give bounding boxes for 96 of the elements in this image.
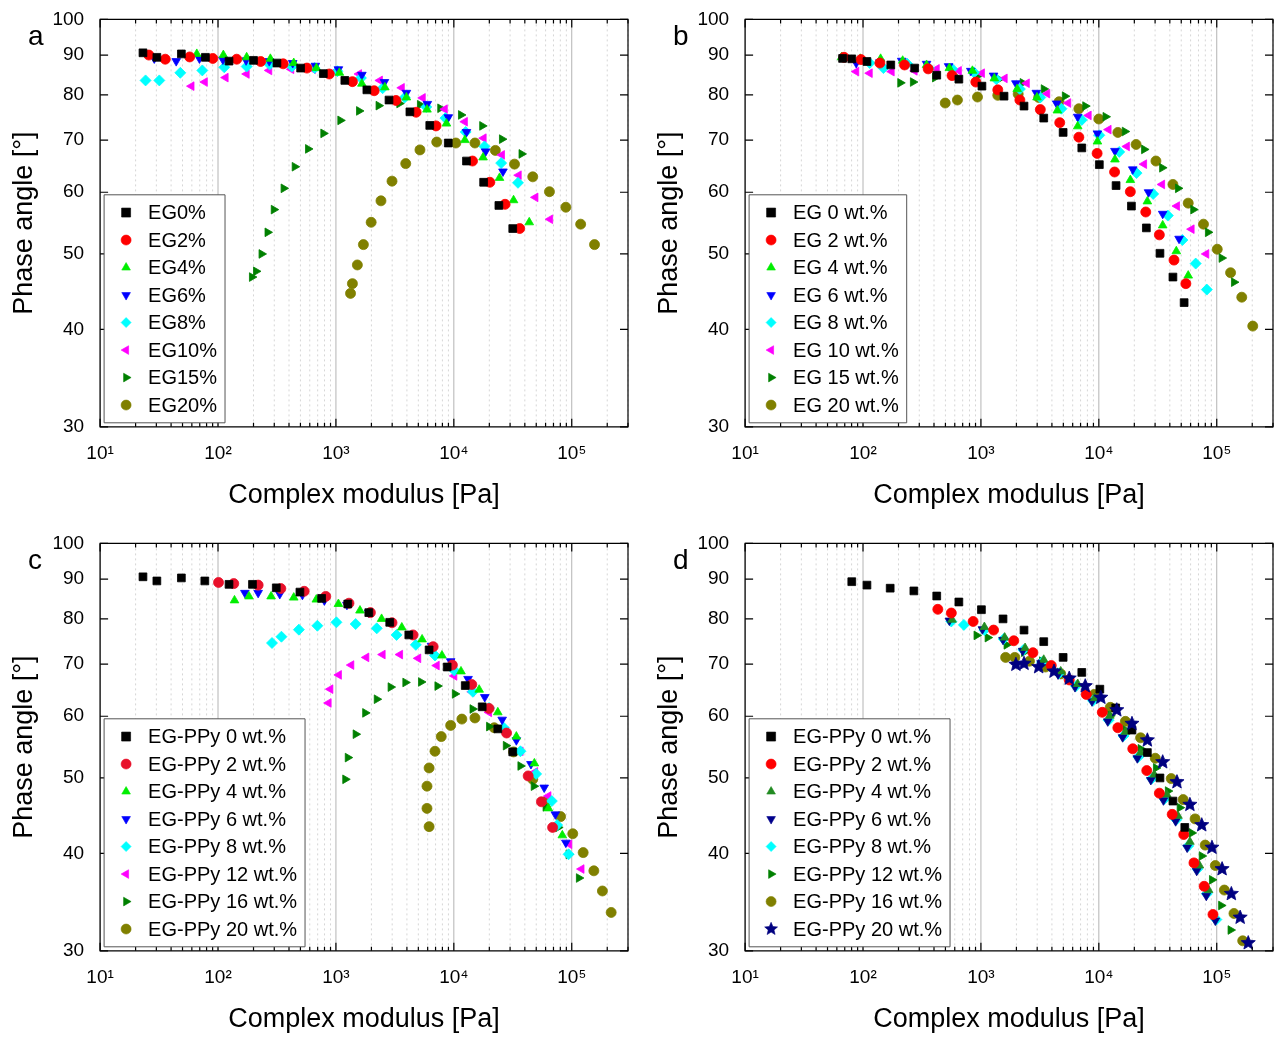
legend-label: EG2% — [148, 228, 207, 251]
legend-label: EG-PPy 20 wt.% — [148, 917, 298, 940]
y-tick-label: 50 — [707, 242, 730, 264]
legend-label: EG 0 wt.% — [793, 201, 888, 224]
y-axis-title: Phase angle [°] — [7, 655, 38, 839]
legend-label: EG 8 wt.% — [793, 311, 888, 334]
legend-label: EG 6 wt.% — [793, 283, 888, 306]
y-tick-label: 70 — [707, 652, 730, 674]
y-tick-label: 30 — [707, 415, 730, 437]
legend-label: EG0% — [148, 201, 207, 224]
x-tick-label: 10³ — [967, 966, 995, 988]
legend-label: EG 10 wt.% — [793, 338, 899, 361]
x-tick-label: 10⁵ — [1202, 966, 1232, 988]
x-tick-label: 10¹ — [86, 442, 114, 464]
y-tick-label: 80 — [707, 607, 730, 629]
y-tick-label: 80 — [707, 83, 730, 105]
legend-label: EG-PPy 0 wt.% — [148, 725, 287, 748]
legend-label: EG-PPy 8 wt.% — [148, 835, 287, 858]
y-tick-label: 100 — [52, 7, 85, 29]
text: d — [673, 544, 689, 576]
y-tick-label: 30 — [62, 415, 85, 437]
y-tick-label: 30 — [62, 939, 85, 961]
x-axis-title: Complex modulus [Pa] — [228, 479, 500, 510]
y-tick-label: 80 — [62, 607, 85, 629]
legend-label: EG-PPy 8 wt.% — [793, 835, 932, 858]
y-axis-title: Phase angle [°] — [652, 655, 683, 839]
y-tick-label: 50 — [707, 766, 730, 788]
y-axis-title: Phase angle [°] — [652, 131, 683, 315]
x-tick-label: 10⁴ — [439, 442, 469, 464]
x-axis-title: Complex modulus [Pa] — [873, 1003, 1145, 1034]
y-tick-label: 100 — [697, 7, 730, 29]
y-tick-label: 60 — [62, 180, 85, 202]
legend-label: EG10% — [148, 338, 218, 361]
legend-label: EG-PPy 16 wt.% — [148, 890, 298, 913]
text: b — [673, 20, 689, 52]
legend-label: EG15% — [148, 366, 218, 389]
y-tick-label: 90 — [62, 567, 85, 589]
legend-label: EG-PPy 20 wt.% — [793, 917, 943, 940]
x-axis-title: Complex modulus [Pa] — [228, 1003, 500, 1034]
x-tick-label: 10⁵ — [1202, 442, 1232, 464]
y-tick-label: 90 — [707, 43, 730, 65]
legend-label: EG-PPy 4 wt.% — [793, 780, 932, 803]
y-tick-label: 70 — [707, 128, 730, 150]
y-tick-label: 70 — [62, 652, 85, 674]
legend-label: EG-PPy 2 wt.% — [148, 752, 287, 775]
x-tick-label: 10¹ — [731, 442, 759, 464]
x-tick-label: 10³ — [322, 442, 350, 464]
x-tick-label: 10² — [204, 966, 232, 988]
legend-label: EG-PPy 12 wt.% — [148, 862, 298, 885]
x-tick-label: 10¹ — [731, 966, 759, 988]
y-tick-label: 60 — [707, 180, 730, 202]
y-tick-label: 30 — [707, 939, 730, 961]
x-tick-label: 10¹ — [86, 966, 114, 988]
legend-label: EG 20 wt.% — [793, 393, 899, 416]
legend-label: EG-PPy 12 wt.% — [793, 862, 943, 885]
x-tick-label: 10² — [849, 966, 877, 988]
y-tick-label: 40 — [62, 841, 85, 863]
text: c — [28, 544, 43, 576]
y-tick-label: 70 — [62, 128, 85, 150]
x-tick-label: 10² — [849, 442, 877, 464]
legend-label: EG8% — [148, 311, 207, 334]
y-tick-label: 100 — [52, 531, 85, 553]
text: a — [28, 20, 45, 52]
legend-label: EG6% — [148, 283, 207, 306]
x-tick-label: 10³ — [967, 442, 995, 464]
legend-label: EG-PPy 0 wt.% — [793, 725, 932, 748]
legend-label: EG20% — [148, 393, 218, 416]
legend-label: EG-PPy 2 wt.% — [793, 752, 932, 775]
legend-label: EG-PPy 4 wt.% — [148, 780, 287, 803]
y-tick-label: 60 — [707, 704, 730, 726]
x-tick-label: 10⁴ — [1084, 966, 1114, 988]
y-tick-label: 60 — [62, 704, 85, 726]
x-tick-label: 10³ — [322, 966, 350, 988]
y-tick-label: 50 — [62, 766, 85, 788]
legend-label: EG 15 wt.% — [793, 366, 899, 389]
legend-label: EG-PPy 16 wt.% — [793, 890, 943, 913]
x-tick-label: 10⁵ — [557, 442, 587, 464]
legend-label: EG 4 wt.% — [793, 256, 888, 279]
y-tick-label: 40 — [707, 317, 730, 339]
legend-label: EG 2 wt.% — [793, 228, 888, 251]
y-tick-label: 50 — [62, 242, 85, 264]
y-tick-label: 90 — [62, 43, 85, 65]
legend-label: EG-PPy 6 wt.% — [793, 807, 932, 830]
y-axis-title: Phase angle [°] — [7, 131, 38, 315]
legend-label: EG4% — [148, 256, 207, 279]
y-tick-label: 80 — [62, 83, 85, 105]
y-tick-label: 40 — [707, 841, 730, 863]
y-tick-label: 90 — [707, 567, 730, 589]
y-tick-label: 100 — [697, 531, 730, 553]
x-tick-label: 10⁴ — [1084, 442, 1114, 464]
x-tick-label: 10⁴ — [439, 966, 469, 988]
legend-label: EG-PPy 6 wt.% — [148, 807, 287, 830]
x-tick-label: 10⁵ — [557, 966, 587, 988]
x-tick-label: 10² — [204, 442, 232, 464]
y-tick-label: 40 — [62, 317, 85, 339]
x-axis-title: Complex modulus [Pa] — [873, 479, 1145, 510]
